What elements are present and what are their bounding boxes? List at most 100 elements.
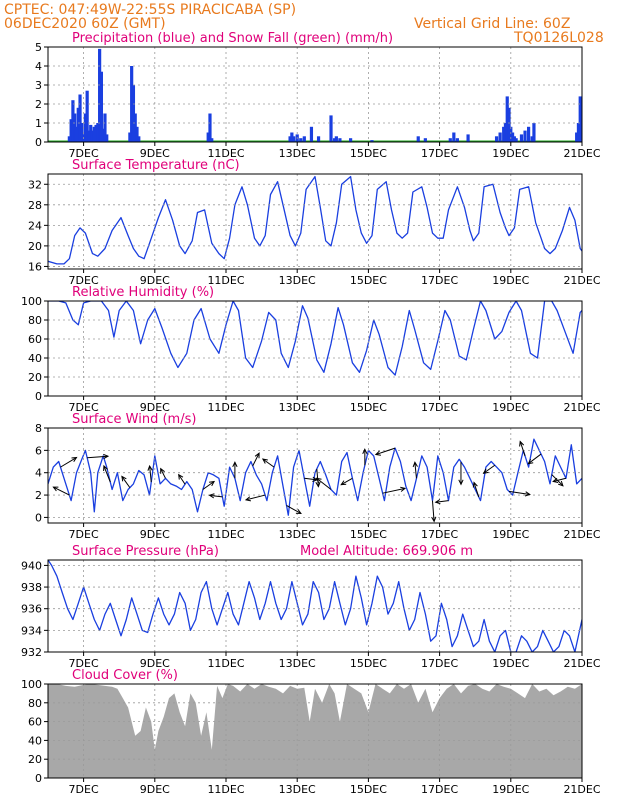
temp-ytick-label: 16 — [28, 260, 42, 273]
precip-bar — [302, 136, 306, 142]
wind-ytick-label: 4 — [35, 467, 42, 480]
wind-vector-head — [431, 516, 437, 523]
header-model-id: TQ0126L028 — [514, 30, 604, 46]
precip-bar — [133, 113, 137, 142]
temp-title: Surface Temperature (nC) — [72, 158, 240, 173]
temp-panel: 16 20 24 28 32 7DEC 9DEC 11DEC 13DEC 15DEC 17DEC 19… — [28, 158, 601, 287]
cloud-xtick-label: 21DEC — [563, 783, 600, 796]
rh-panel: 0 20 40 60 80 100 7DEC 9DEC 11DEC 13DEC 15DEC 17DEC… — [21, 285, 601, 414]
wind-vector — [149, 465, 152, 483]
precip-bar — [206, 132, 210, 142]
rh-xtick-label: 9DEC — [140, 401, 170, 414]
precip-bar — [530, 136, 534, 142]
precip-bar — [452, 132, 456, 142]
precip-bar — [416, 136, 420, 142]
precip-bar — [509, 126, 513, 142]
header-station: CPTEC: 047:49W-22:55S PIRACICABA (SP) — [4, 2, 297, 18]
wind-vector — [382, 487, 406, 494]
wind-vector — [435, 500, 449, 503]
cloud-ytick-label: 20 — [28, 753, 42, 766]
precip-bar — [502, 126, 506, 142]
temp-ytick-label: 20 — [28, 240, 42, 253]
rh-xtick-label: 11DEC — [207, 401, 244, 414]
pressure-xtick-label: 7DEC — [69, 657, 99, 670]
pressure-ytick-label: 934 — [21, 624, 42, 637]
precip-bar — [290, 132, 294, 142]
wind-vector-head — [340, 480, 347, 486]
precip-bar — [94, 124, 98, 142]
wind-vector-head — [362, 448, 368, 455]
temp-ytick-label: 32 — [28, 178, 42, 191]
wind-vector-head — [244, 496, 251, 502]
precip-xtick-label: 15DEC — [350, 147, 387, 160]
precip-ytick-label: 5 — [35, 41, 42, 54]
temp-xtick-label: 17DEC — [421, 274, 458, 287]
wind-vector — [375, 447, 396, 455]
precip-bar — [299, 138, 303, 142]
precip-bar — [105, 134, 109, 142]
cloud-title: Cloud Cover (%) — [72, 668, 178, 683]
rh-xtick-label: 17DEC — [421, 401, 458, 414]
wind-vector-head — [103, 453, 110, 460]
pressure-title: Surface Pressure (hPa) — [72, 544, 219, 559]
cloud-xtick-label: 19DEC — [492, 783, 529, 796]
pressure-panel: 932 934 936 938 940 7DEC 9DEC 11DEC 13DEC 15DEC 17… — [21, 544, 601, 670]
wind-vector — [209, 494, 223, 498]
temp-ytick-label: 24 — [28, 219, 42, 232]
precip-bar — [135, 126, 139, 142]
wind-xtick-label: 15DEC — [350, 528, 387, 541]
wind-vector — [160, 468, 166, 479]
precip-bar — [580, 113, 582, 142]
precip-bar — [73, 113, 77, 142]
header-datetime: 06DEC2020 60Z (GMT) — [4, 16, 166, 32]
wind-vector-head — [121, 475, 127, 482]
rh-ytick-label: 0 — [35, 390, 42, 403]
rh-ytick-label: 40 — [28, 352, 42, 365]
precip-bar — [90, 130, 95, 142]
wind-vector — [553, 477, 567, 482]
pressure-ytick-label: 940 — [21, 559, 42, 572]
wind-vector-head — [524, 491, 531, 497]
wind-series-line — [48, 438, 582, 516]
cloud-xtick-label: 15DEC — [350, 783, 387, 796]
precip-xtick-label: 21DEC — [563, 147, 600, 160]
precip-xtick-label: 7DEC — [69, 147, 99, 160]
pressure-subtitle: Model Altitude: 669.906 m — [300, 544, 473, 559]
cloud-xtick-label: 9DEC — [140, 783, 170, 796]
wind-vector-head — [52, 486, 59, 492]
precip-bar — [578, 96, 582, 142]
precip-bar — [288, 136, 292, 142]
wind-vector — [316, 468, 319, 487]
cloud-xtick-label: 13DEC — [279, 783, 316, 796]
wind-vector-head — [434, 499, 441, 505]
wind-vector-head — [558, 480, 564, 487]
precip-ytick-label: 2 — [35, 98, 42, 111]
temp-xtick-label: 19DEC — [492, 274, 529, 287]
precip-bar — [83, 113, 87, 142]
rh-ytick-label: 100 — [21, 295, 42, 308]
precip-xtick-label: 11DEC — [207, 147, 244, 160]
precip-bar — [514, 138, 518, 142]
cloud-ytick-label: 0 — [35, 772, 42, 785]
wind-vector — [121, 476, 131, 488]
precip-bar — [292, 136, 296, 142]
wind-vector-head — [160, 467, 165, 474]
precip-panel: 0 1 2 3 4 5 7DEC 9DEC 11DEC 13DEC 15DEC 17DEC 19DEC 2… — [35, 31, 601, 160]
wind-xtick-label: 13DEC — [279, 528, 316, 541]
pressure-xtick-label: 17DEC — [421, 657, 458, 670]
pressure-xtick-label: 11DEC — [207, 657, 244, 670]
wind-vector-head — [458, 479, 464, 486]
wind-vector — [527, 453, 542, 465]
precip-bar — [510, 132, 515, 142]
wind-vector-head — [482, 468, 489, 474]
temp-frame — [47, 173, 583, 270]
wind-vector — [473, 482, 480, 498]
rh-xtick-label: 15DEC — [350, 401, 387, 414]
precip-bar — [316, 136, 321, 142]
precip-bar — [208, 113, 212, 142]
wind-vector — [60, 457, 77, 468]
cloud-cover-area — [48, 684, 582, 778]
temp-xtick-label: 9DEC — [140, 274, 170, 287]
wind-vector-head — [374, 450, 381, 456]
wind-vector — [262, 458, 275, 468]
